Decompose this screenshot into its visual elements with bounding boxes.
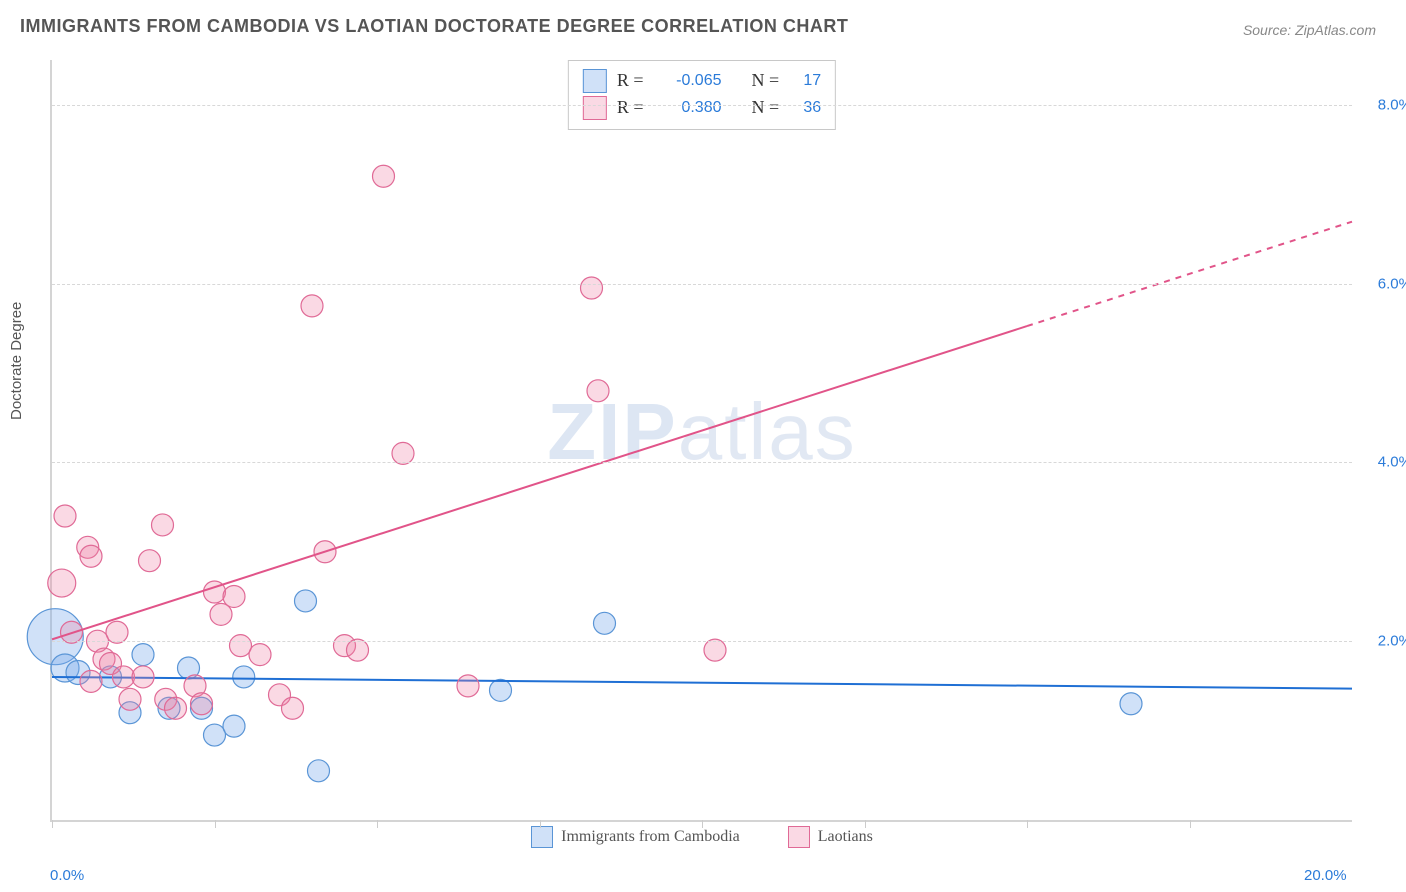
data-point — [373, 165, 395, 187]
plot-area: ZIPatlas R =-0.065N =17R =0.380N =36 0.0… — [50, 60, 1352, 822]
data-point — [308, 760, 330, 782]
stat-n-value: 36 — [789, 96, 821, 120]
data-point — [587, 380, 609, 402]
x-tick — [702, 820, 703, 828]
data-point — [347, 639, 369, 661]
stats-box: R = -0.065 N = 17 R = 0.380 N = 36 — [568, 60, 836, 130]
source-value: ZipAtlas.com — [1295, 22, 1376, 38]
gridline — [52, 105, 1352, 106]
data-point — [230, 635, 252, 657]
data-point — [106, 621, 128, 643]
data-point — [704, 639, 726, 661]
legend: Immigrants from Cambodia Laotians — [52, 826, 1352, 848]
data-point — [113, 666, 135, 688]
stat-n-label: N = — [752, 67, 780, 94]
data-point — [191, 693, 213, 715]
x-tick — [540, 820, 541, 828]
stats-row: R = 0.380 N = 36 — [583, 94, 821, 121]
data-point — [139, 550, 161, 572]
legend-label: Laotians — [818, 828, 873, 846]
data-point — [249, 644, 271, 666]
legend-swatch — [583, 69, 607, 93]
gridline — [52, 284, 1352, 285]
stat-n-label: N = — [752, 94, 780, 121]
x-tick-label-left: 0.0% — [50, 867, 84, 884]
data-point — [457, 675, 479, 697]
y-tick-label: 8.0% — [1362, 96, 1406, 113]
source-credit: Source: ZipAtlas.com — [1243, 22, 1376, 38]
trend-line — [52, 326, 1027, 639]
stat-r-label: R = — [617, 94, 644, 121]
source-label: Source: — [1243, 22, 1291, 38]
stats-row: R = -0.065 N = 17 — [583, 67, 821, 94]
data-point — [301, 295, 323, 317]
data-point — [223, 585, 245, 607]
chart-title: IMMIGRANTS FROM CAMBODIA VS LAOTIAN DOCT… — [20, 16, 848, 37]
data-point — [54, 505, 76, 527]
data-point — [119, 688, 141, 710]
data-point — [80, 545, 102, 567]
y-tick-label: 6.0% — [1362, 275, 1406, 292]
data-point — [223, 715, 245, 737]
y-axis-label: Doctorate Degree — [8, 302, 25, 420]
gridline — [52, 462, 1352, 463]
data-point — [282, 697, 304, 719]
data-point — [165, 697, 187, 719]
x-tick — [1190, 820, 1191, 828]
data-point — [594, 612, 616, 634]
gridline — [52, 641, 1352, 642]
legend-swatch — [583, 96, 607, 120]
stat-n-value: 17 — [789, 69, 821, 93]
legend-item: Immigrants from Cambodia — [531, 826, 740, 848]
legend-swatch — [788, 826, 810, 848]
data-point — [295, 590, 317, 612]
legend-label: Immigrants from Cambodia — [561, 828, 740, 846]
data-point — [233, 666, 255, 688]
x-tick — [377, 820, 378, 828]
data-point — [152, 514, 174, 536]
x-tick — [865, 820, 866, 828]
x-tick — [52, 820, 53, 828]
data-point — [132, 644, 154, 666]
trend-line-dashed — [1027, 222, 1352, 326]
x-tick — [215, 820, 216, 828]
data-point — [80, 670, 102, 692]
y-tick-label: 4.0% — [1362, 454, 1406, 471]
x-tick — [1027, 820, 1028, 828]
data-point — [48, 569, 76, 597]
data-point — [581, 277, 603, 299]
legend-swatch — [531, 826, 553, 848]
stat-r-label: R = — [617, 67, 644, 94]
stat-r-value: 0.380 — [654, 96, 722, 120]
x-tick-label-right: 20.0% — [1304, 867, 1347, 884]
y-tick-label: 2.0% — [1362, 633, 1406, 650]
data-point — [132, 666, 154, 688]
data-point — [392, 442, 414, 464]
data-point — [490, 679, 512, 701]
data-point — [204, 724, 226, 746]
data-point — [1120, 693, 1142, 715]
legend-item: Laotians — [788, 826, 873, 848]
chart-svg — [52, 60, 1352, 820]
stat-r-value: -0.065 — [654, 69, 722, 93]
